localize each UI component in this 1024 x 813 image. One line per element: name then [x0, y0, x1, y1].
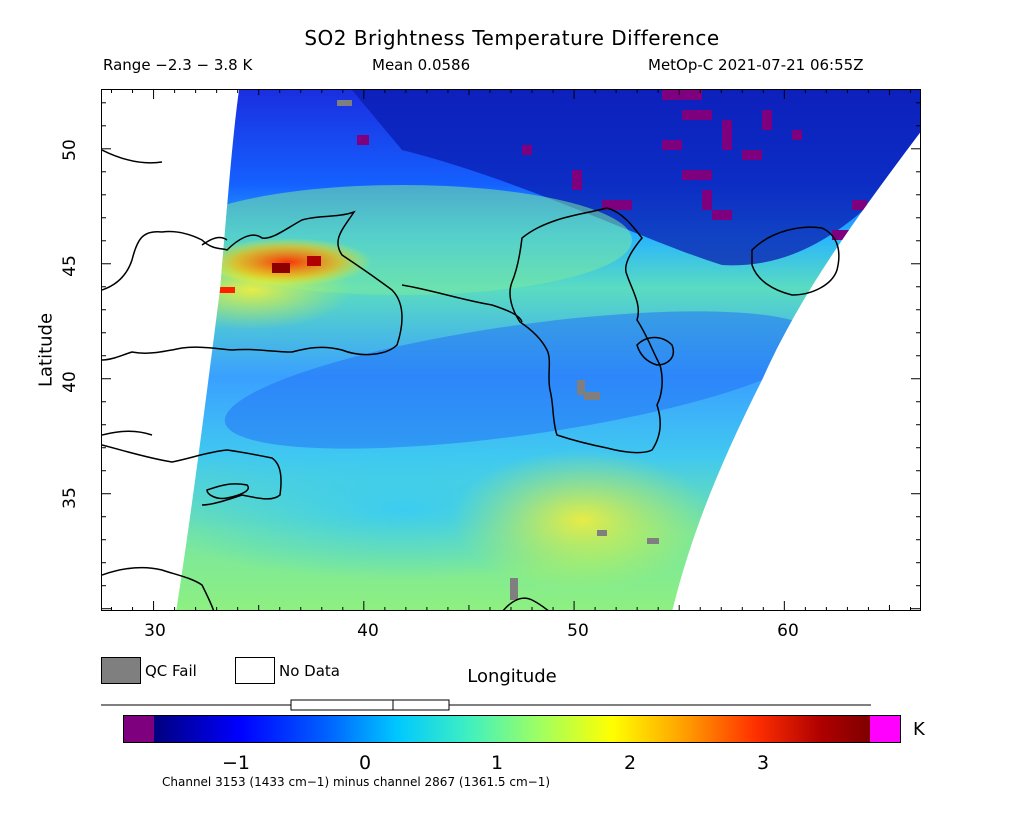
colorbar-under-range	[124, 716, 154, 742]
range-label: Range −2.3 − 3.8 K	[103, 56, 253, 74]
x-tick: 30	[144, 621, 166, 641]
y-tick: 35	[60, 487, 80, 509]
map-svg	[102, 90, 920, 610]
map-title: SO2 Brightness Temperature Difference	[304, 26, 720, 50]
qc-fail-swatch	[101, 657, 141, 684]
colorbar-tick: 0	[358, 752, 372, 774]
colorbar-tick: 3	[756, 752, 770, 774]
x-axis-label: Longitude	[467, 666, 557, 687]
colorbar-over-range	[870, 716, 900, 742]
y-axis-label: Latitude	[35, 312, 57, 388]
distribution-boxplot	[101, 699, 871, 711]
colorbar-gradient	[154, 716, 870, 742]
colorbar-tick: 1	[490, 752, 504, 774]
x-tick: 40	[357, 621, 379, 641]
qc-fail-label: QC Fail	[145, 662, 197, 680]
no-data-label: No Data	[279, 662, 340, 680]
swath-data	[176, 90, 920, 610]
coastlines	[102, 149, 840, 610]
under-range-pixels	[357, 90, 867, 240]
colorbar-unit: K	[913, 719, 925, 740]
y-tick: 45	[60, 255, 80, 277]
mean-label: Mean 0.0586	[372, 56, 471, 74]
colorbar-tick: 2	[623, 752, 637, 774]
colorbar	[123, 715, 901, 743]
colorbar-tick: −1	[221, 752, 251, 774]
qc-fail-pixels	[337, 100, 659, 600]
map-plot-area	[101, 89, 921, 611]
y-tick: 40	[60, 371, 80, 393]
no-data-swatch	[235, 657, 275, 684]
satellite-time-label: MetOp-C 2021-07-21 06:55Z	[648, 56, 864, 74]
x-tick: 60	[777, 621, 799, 641]
x-tick: 50	[567, 621, 589, 641]
y-tick: 50	[60, 139, 80, 161]
channel-footnote: Channel 3153 (1433 cm−1) minus channel 2…	[162, 775, 551, 789]
